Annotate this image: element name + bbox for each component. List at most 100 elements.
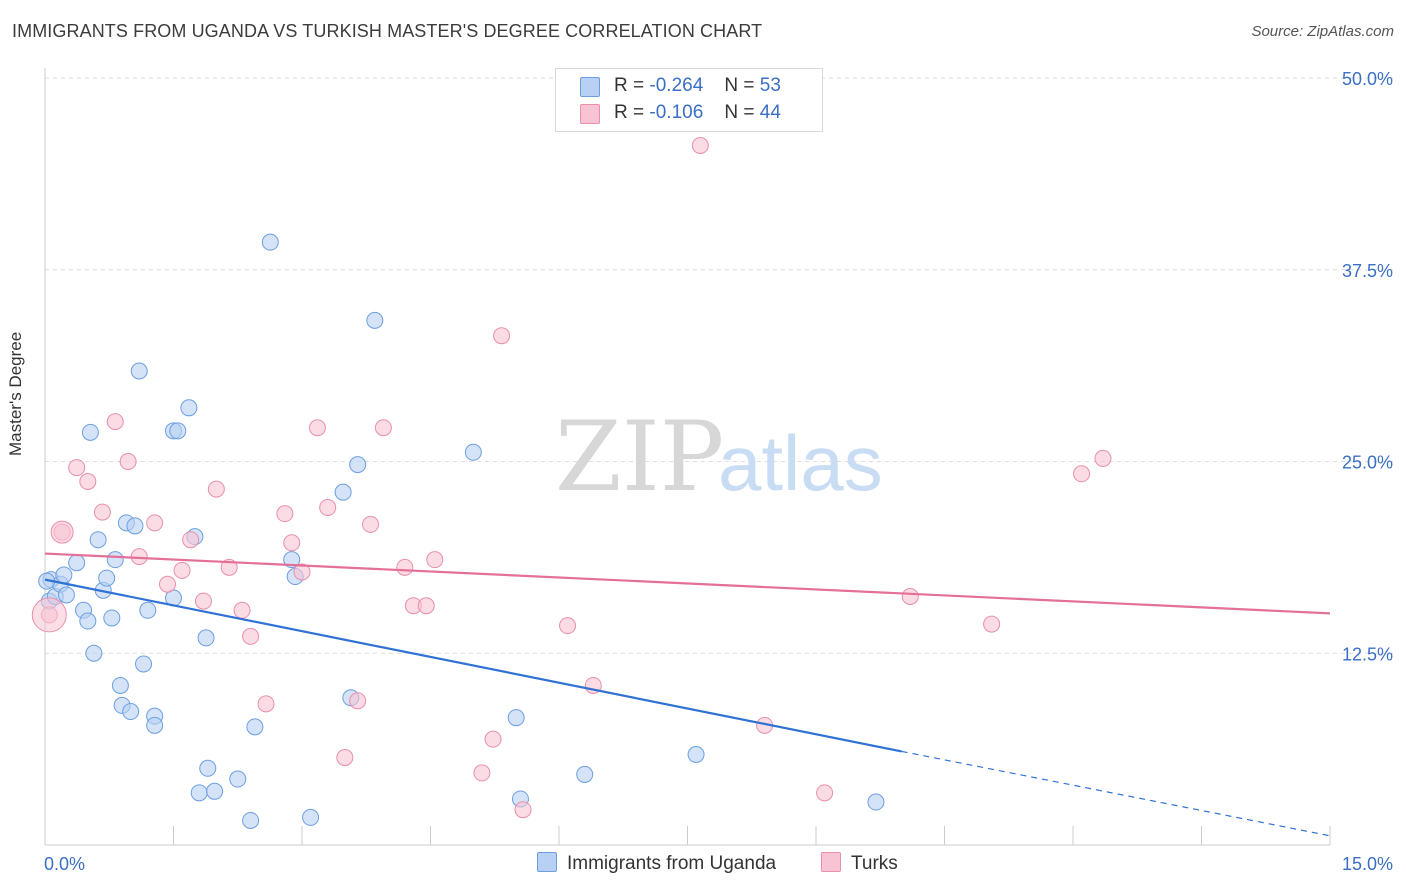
turks-point: [983, 615, 1001, 633]
uganda-point: [334, 483, 352, 501]
watermark-zip: ZIP: [555, 401, 724, 513]
uganda-point: [106, 551, 124, 569]
turks-point: [484, 730, 502, 748]
x-tick-label: 15.0%: [1342, 854, 1393, 874]
uganda-point: [81, 423, 99, 441]
turks-point: [173, 561, 191, 579]
legend-label-uganda: Immigrants from Uganda: [567, 853, 777, 874]
uganda-point: [302, 808, 320, 826]
turks-point: [50, 520, 74, 544]
turks-point: [349, 692, 367, 710]
uganda-point: [57, 586, 75, 604]
uganda-point: [867, 793, 885, 811]
x-tick-label: 0.0%: [44, 854, 85, 874]
r-value-turks: -0.106: [649, 102, 704, 123]
turks-point: [362, 515, 380, 533]
r-label: R =: [614, 102, 645, 123]
trend-line-turks: [44, 552, 1331, 615]
turks-point: [816, 784, 834, 802]
uganda-point: [687, 745, 705, 763]
uganda-point: [55, 566, 73, 584]
swatch-turks: [580, 104, 600, 124]
uganda-point: [180, 399, 198, 417]
uganda-point: [146, 716, 164, 734]
legend-label-turks: Turks: [851, 853, 898, 874]
uganda-point: [206, 782, 224, 800]
turks-point: [319, 499, 337, 517]
uganda-point: [98, 569, 116, 587]
turks-point: [691, 136, 709, 154]
turks-point: [146, 514, 164, 532]
chart-title: IMMIGRANTS FROM UGANDA VS TURKISH MASTER…: [12, 21, 763, 41]
turks-point: [31, 597, 67, 633]
turks-point: [417, 597, 435, 615]
trend-line-uganda-extension: [901, 750, 1331, 837]
turks-point: [242, 627, 260, 645]
turks-point: [514, 801, 532, 819]
uganda-point: [139, 601, 157, 619]
turks-point: [901, 587, 919, 605]
turks-point: [473, 764, 491, 782]
uganda-point: [229, 770, 247, 788]
y-axis-label: Master's Degree: [6, 331, 25, 456]
uganda-point: [126, 517, 144, 535]
uganda-point: [366, 311, 384, 329]
uganda-point: [68, 554, 86, 572]
watermark: ZIP atlas: [555, 401, 883, 513]
turks-point: [396, 558, 414, 576]
n-label: N =: [724, 102, 755, 123]
turks-point: [207, 480, 225, 498]
uganda-point: [349, 456, 367, 474]
turks-point: [93, 503, 111, 521]
legend-swatch-turks: [821, 852, 841, 872]
legend-item-turks[interactable]: Turks: [821, 852, 898, 875]
trend-lines: [44, 552, 1331, 837]
uganda-point: [261, 233, 279, 251]
turks-point: [159, 575, 177, 593]
turks-point: [119, 453, 137, 470]
turks-point: [559, 617, 577, 635]
turks-point: [1094, 449, 1112, 467]
turks-point: [336, 749, 354, 767]
y-tick-label: 12.5%: [1342, 644, 1393, 664]
turks-point: [1073, 465, 1091, 483]
uganda-point: [199, 759, 217, 777]
legend-swatch-uganda: [537, 852, 557, 872]
turks-point: [283, 534, 301, 552]
uganda-point: [169, 422, 187, 440]
y-tick-label: 25.0%: [1342, 453, 1393, 473]
grid-lines: [45, 77, 1395, 654]
turks-point: [374, 419, 392, 437]
uganda-point: [242, 811, 260, 829]
turks-point: [493, 327, 511, 345]
uganda-point: [103, 609, 121, 627]
uganda-point: [197, 629, 215, 647]
turks-point: [233, 601, 251, 619]
uganda-point: [507, 709, 525, 727]
uganda-point: [464, 443, 482, 461]
uganda-point: [79, 612, 97, 630]
turks-point: [68, 459, 86, 477]
uganda-point: [111, 676, 129, 694]
data-points: [31, 136, 1112, 829]
turks-point: [293, 563, 311, 581]
tick-labels: 12.5% 25.0% 37.5% 50.0% 0.0% 15.0%: [44, 69, 1393, 874]
r-value-uganda: -0.264: [649, 75, 704, 96]
turks-point: [426, 551, 444, 569]
uganda-point: [122, 703, 140, 721]
uganda-point: [135, 655, 153, 673]
uganda-point: [283, 551, 301, 569]
uganda-point: [576, 765, 594, 783]
turks-point: [276, 505, 294, 523]
n-label: N =: [724, 75, 755, 96]
watermark-atlas: atlas: [718, 419, 883, 507]
turks-point: [257, 695, 275, 713]
source-label: Source: ZipAtlas.com: [1251, 23, 1394, 40]
uganda-point: [130, 362, 148, 380]
turks-point: [182, 531, 200, 549]
stats-legend: R = -0.264 N = 53 R = -0.106 N = 44: [555, 68, 823, 132]
n-value-turks: 44: [759, 102, 781, 123]
trend-line-uganda: [44, 578, 902, 753]
legend-item-uganda[interactable]: Immigrants from Uganda: [537, 852, 776, 875]
